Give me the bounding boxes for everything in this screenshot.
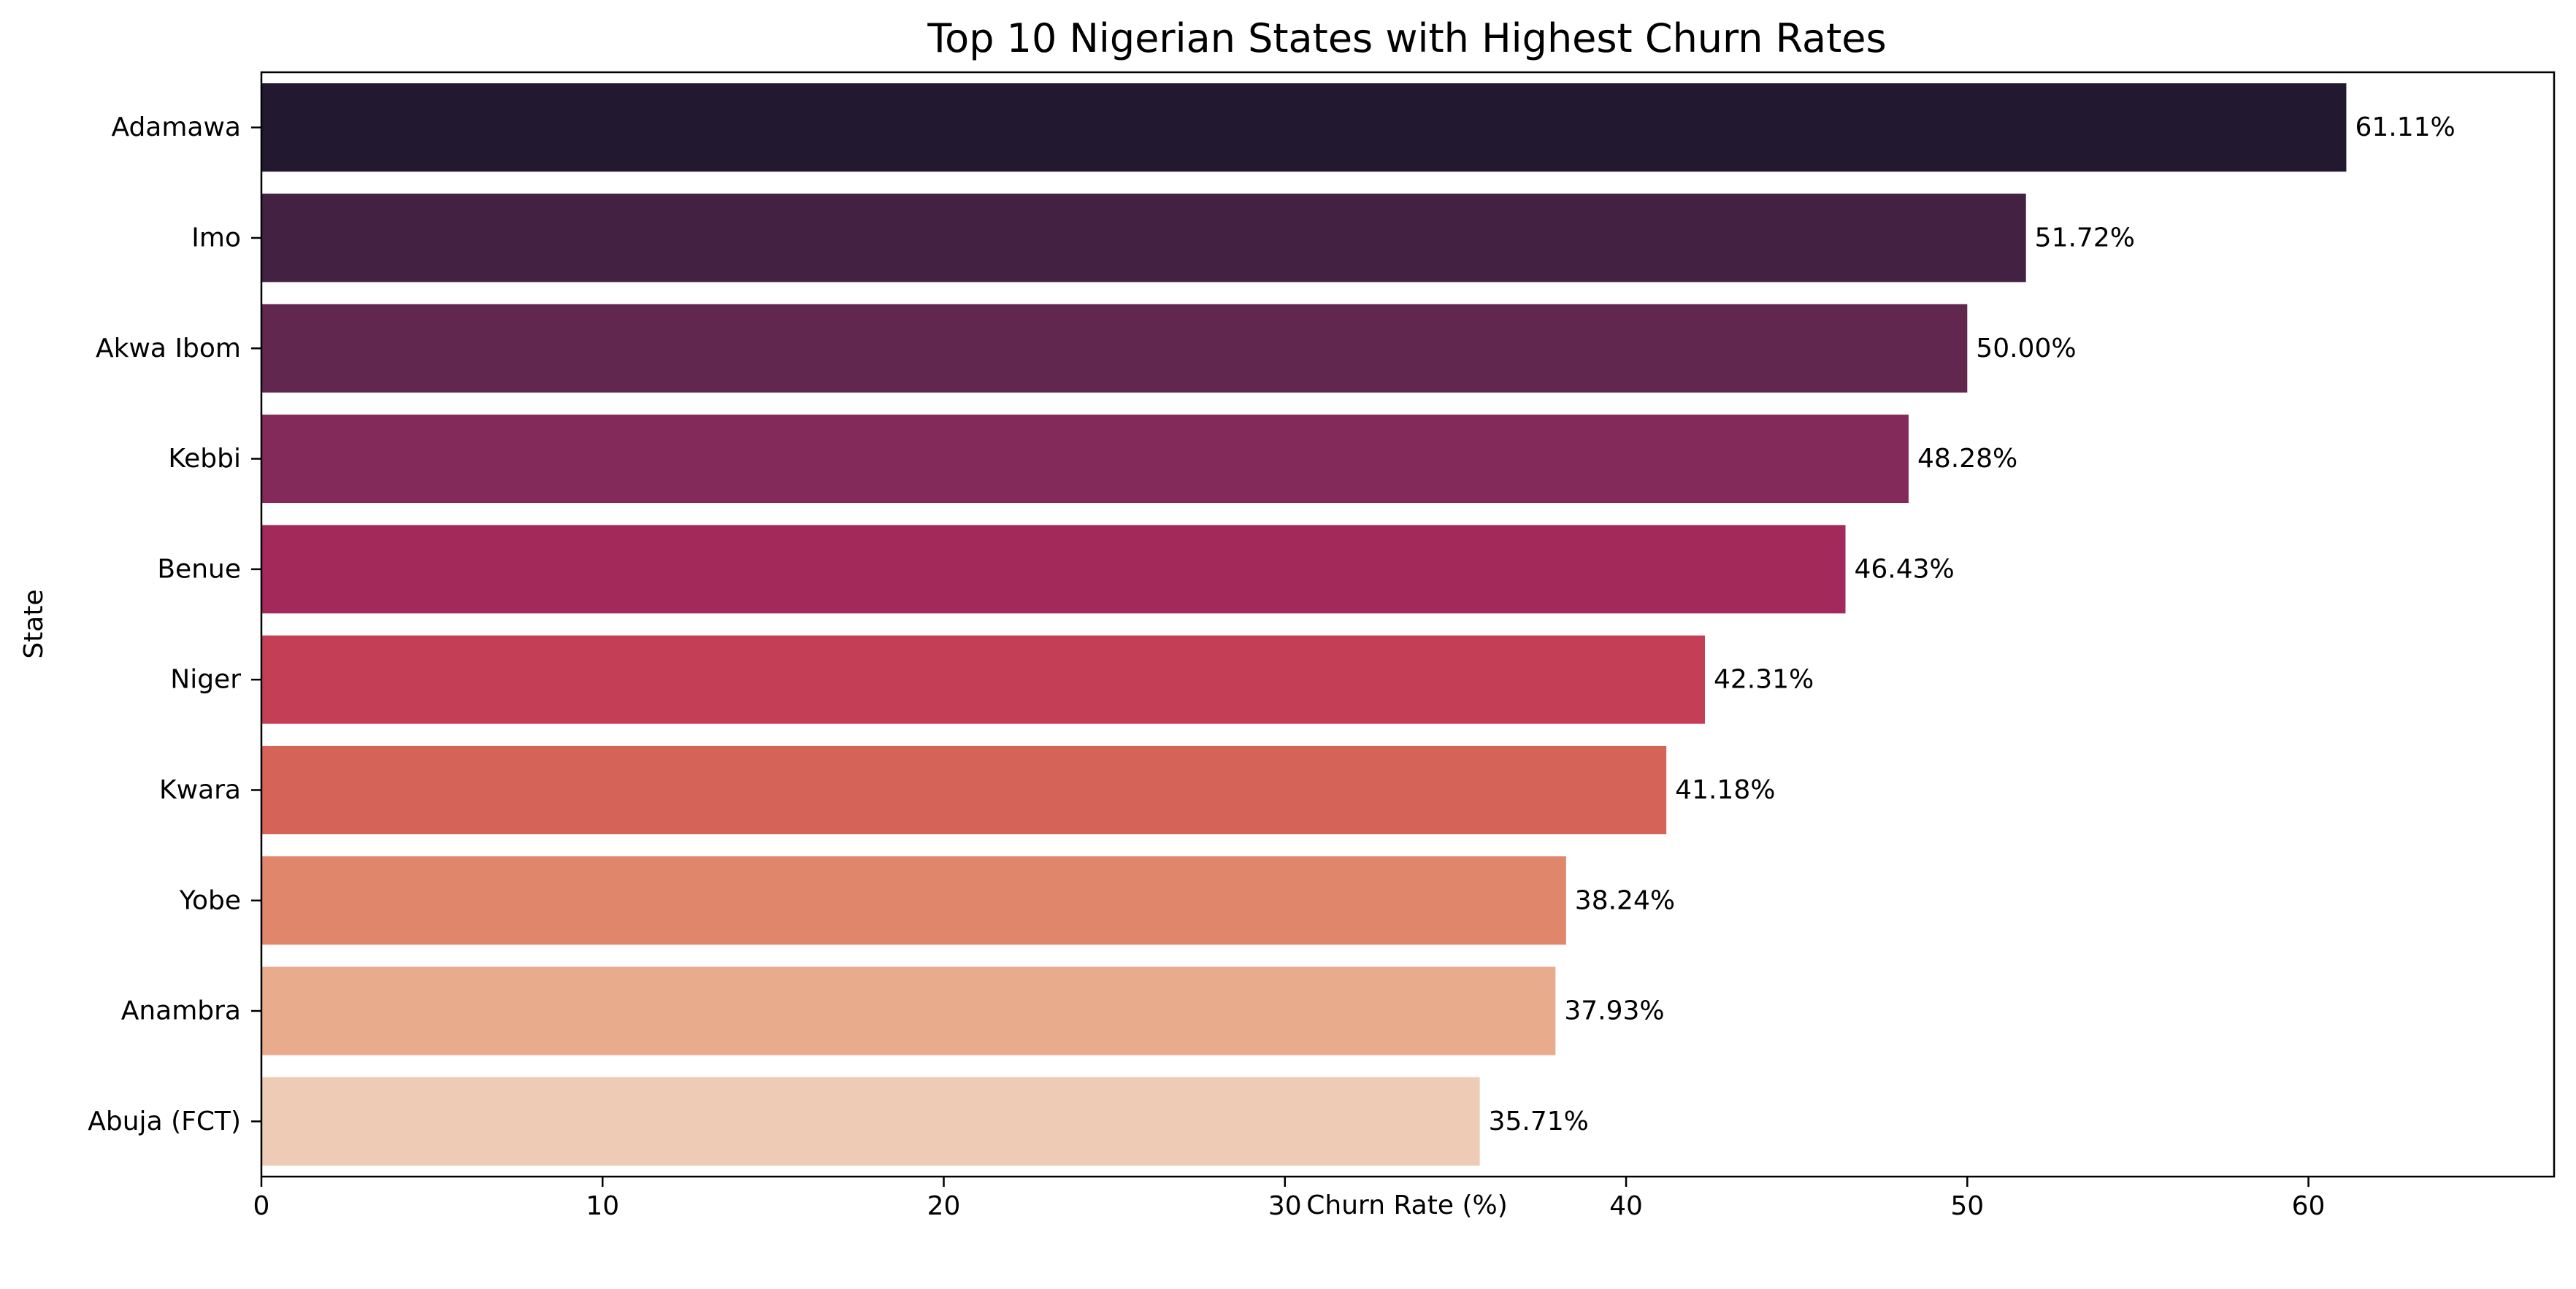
- y-tick-label-niger: Niger: [170, 665, 241, 695]
- bar-kebbi: [261, 415, 1909, 504]
- y-tick-label-adamawa: Adamawa: [111, 112, 241, 142]
- bar-akwa-ibom: [261, 304, 1968, 393]
- y-tick-label-imo: Imo: [191, 223, 241, 253]
- x-tick-label-10: 10: [586, 1191, 619, 1221]
- y-axis-label: State: [19, 589, 49, 658]
- data-label-kwara: 41.18%: [1675, 775, 1775, 805]
- x-axis: 0 10 20 30 40 50 60: [253, 1177, 2326, 1221]
- x-tick-label-60: 60: [2292, 1191, 2326, 1221]
- bar-benue: [261, 525, 1846, 614]
- x-axis-label: Churn Rate (%): [1306, 1190, 1507, 1220]
- data-label-anambra: 37.93%: [1564, 996, 1664, 1026]
- data-label-abuja-fct: 35.71%: [1489, 1107, 1589, 1136]
- bar-kwara: [261, 745, 1667, 834]
- bar-anambra: [261, 966, 1556, 1055]
- bar-adamawa: [261, 83, 2347, 172]
- x-tick-label-20: 20: [927, 1191, 961, 1221]
- y-tick-label-anambra: Anambra: [121, 996, 241, 1026]
- bars-group: [261, 83, 2347, 1166]
- y-tick-label-benue: Benue: [157, 554, 241, 584]
- bar-niger: [261, 635, 1705, 724]
- x-tick-label-40: 40: [1609, 1191, 1643, 1221]
- bar-imo: [261, 193, 2026, 282]
- x-tick-label-30: 30: [1268, 1191, 1302, 1221]
- data-labels-group: 61.11% 51.72% 50.00% 48.28% 46.43% 42.31% 41.1…: [1489, 112, 2456, 1136]
- data-label-akwa-ibom: 50.00%: [1976, 334, 2076, 363]
- data-label-adamawa: 61.11%: [2355, 112, 2455, 142]
- chart-title: Top 10 Nigerian States with Highest Chur…: [927, 15, 1886, 61]
- y-tick-label-yobe: Yobe: [179, 885, 241, 915]
- x-tick-label-50: 50: [1950, 1191, 1984, 1221]
- y-tick-label-akwa-ibom: Akwa Ibom: [96, 334, 241, 363]
- y-tick-label-abuja-fct: Abuja (FCT): [88, 1107, 241, 1136]
- bar-abuja-fct: [261, 1077, 1480, 1166]
- x-tick-label-0: 0: [253, 1191, 270, 1221]
- y-tick-label-kebbi: Kebbi: [168, 444, 241, 474]
- plot-frame: [260, 71, 2556, 1178]
- data-label-niger: 42.31%: [1714, 665, 1814, 695]
- data-label-yobe: 38.24%: [1575, 885, 1675, 915]
- y-axis: Adamawa Imo Akwa Ibom Kebbi Benue Niger Kwara Y…: [88, 112, 261, 1136]
- bar-yobe: [261, 856, 1566, 945]
- y-tick-label-kwara: Kwara: [159, 775, 241, 805]
- data-label-kebbi: 48.28%: [1917, 444, 2017, 474]
- data-label-imo: 51.72%: [2035, 223, 2135, 253]
- data-label-benue: 46.43%: [1854, 554, 1954, 584]
